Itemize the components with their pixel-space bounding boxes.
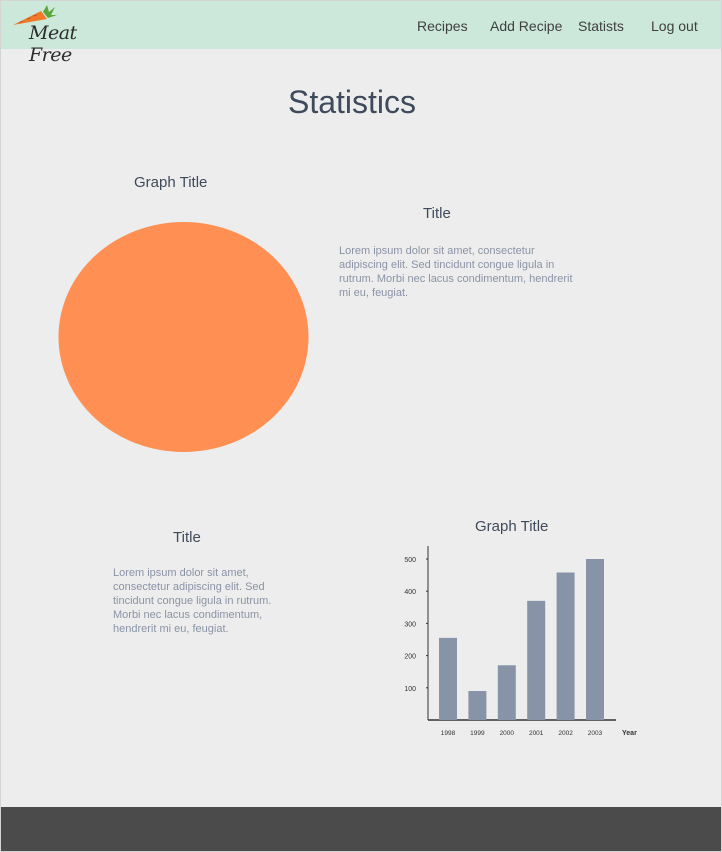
nav-add-recipe[interactable]: Add Recipe bbox=[490, 18, 563, 34]
pie-graph-title: Graph Title bbox=[134, 174, 208, 191]
logo[interactable]: Meat Free bbox=[11, 3, 121, 66]
y-tick-label: 400 bbox=[404, 589, 416, 596]
section2-title: Title bbox=[173, 529, 201, 546]
pie-chart bbox=[58, 222, 309, 452]
y-tick-label: 500 bbox=[404, 557, 416, 564]
top-navbar: Meat Free Recipes Add Recipe Statists Lo… bbox=[1, 1, 721, 66]
section1-text: Lorem ipsum dolor sit amet, consectetur … bbox=[339, 245, 573, 299]
bar-2000 bbox=[497, 665, 516, 720]
bar-1999 bbox=[468, 691, 487, 720]
page-title: Statistics bbox=[287, 84, 417, 120]
y-tick-label: 200 bbox=[404, 654, 416, 661]
carrot-icon bbox=[13, 5, 57, 25]
bar-1998 bbox=[439, 637, 457, 720]
logo-text: Meat Free bbox=[29, 22, 77, 66]
bar-2001 bbox=[527, 600, 546, 720]
section1-title: Title bbox=[423, 205, 451, 222]
x-axis-title: Year bbox=[622, 730, 637, 737]
pie-slice bbox=[58, 222, 309, 452]
nav-statistics[interactable]: Statists bbox=[578, 18, 624, 34]
section2-text: Lorem ipsum dolor sit amet, consectetur … bbox=[113, 567, 272, 635]
y-tick-label: 100 bbox=[404, 686, 416, 693]
x-tick-label: 2001 bbox=[529, 730, 544, 737]
bar-2002 bbox=[556, 572, 575, 720]
x-tick-label: 2000 bbox=[500, 730, 515, 737]
bar-chart: 100 200 300 400 500 1998 1999 2000 2001 2002 2003 Y… bbox=[404, 546, 637, 737]
x-tick-label: 1999 bbox=[470, 730, 485, 737]
footer bbox=[1, 807, 721, 851]
nav-recipes[interactable]: Recipes bbox=[417, 18, 468, 34]
y-tick-label: 300 bbox=[404, 621, 416, 628]
bar-graph-title: Graph Title bbox=[475, 518, 549, 535]
x-tick-label: 1998 bbox=[441, 730, 456, 737]
x-tick-label: 2003 bbox=[588, 730, 603, 737]
x-tick-label: 2002 bbox=[558, 730, 573, 737]
nav-log-out[interactable]: Log out bbox=[651, 18, 698, 34]
bar-2003 bbox=[586, 559, 604, 720]
